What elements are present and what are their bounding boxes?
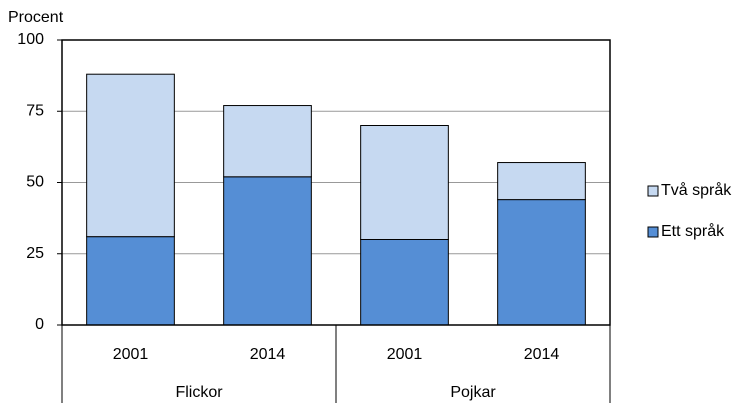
bar-segment xyxy=(223,105,312,178)
y-axis-label: Procent xyxy=(8,9,64,26)
bar-segment xyxy=(86,73,175,238)
bar-segment xyxy=(497,199,586,326)
group-label: Flickor xyxy=(175,384,223,401)
legend-label: Två språk xyxy=(661,181,732,199)
bar-segment xyxy=(360,125,449,240)
x-tick-label: 2001 xyxy=(387,346,423,363)
y-tick-label: 100 xyxy=(17,31,44,48)
bar-segment xyxy=(86,236,175,326)
y-tick-label: 75 xyxy=(26,102,44,119)
legend-swatch xyxy=(647,185,659,197)
group-label: Pojkar xyxy=(450,384,496,401)
x-tick-label: 2014 xyxy=(250,346,286,363)
bar-segment xyxy=(497,162,586,201)
legend-swatch xyxy=(647,226,659,238)
y-tick-label: 0 xyxy=(35,316,44,333)
bar-segment xyxy=(223,176,312,326)
y-tick-label: 25 xyxy=(26,245,44,262)
bar-segment xyxy=(360,239,449,326)
x-tick-label: 2001 xyxy=(113,346,149,363)
legend-label: Ett språk xyxy=(661,222,725,240)
x-tick-label: 2014 xyxy=(524,346,560,363)
y-tick-label: 50 xyxy=(26,174,44,191)
